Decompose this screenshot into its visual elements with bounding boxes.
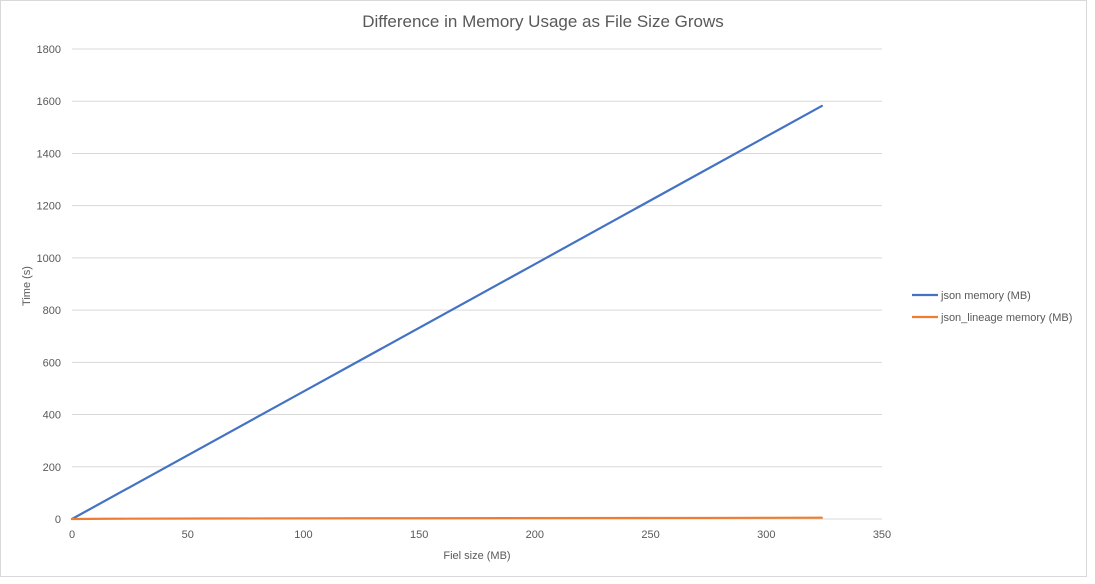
series-lines bbox=[70, 104, 823, 521]
y-axis-ticks: 0 200 400 600 800 1000 1200 1400 1600 1800 bbox=[37, 44, 61, 526]
y-tick-label: 1400 bbox=[37, 148, 61, 160]
y-axis-title: Time (s) bbox=[21, 266, 33, 306]
y-tick-label: 1000 bbox=[37, 253, 61, 265]
y-tick-label: 1200 bbox=[37, 201, 61, 213]
x-tick-label: 250 bbox=[641, 529, 659, 541]
y-tick-label: 600 bbox=[43, 357, 61, 369]
y-tick-label: 1800 bbox=[37, 44, 61, 56]
x-tick-label: 150 bbox=[410, 529, 428, 541]
chart-title: Difference in Memory Usage as File Size … bbox=[362, 12, 724, 31]
series-line-1 bbox=[70, 516, 823, 521]
x-axis-title: Fiel size (MB) bbox=[443, 550, 510, 562]
x-tick-label: 0 bbox=[69, 529, 75, 541]
y-tick-label: 1600 bbox=[37, 96, 61, 108]
gridlines bbox=[72, 48, 882, 520]
x-tick-label: 200 bbox=[526, 529, 544, 541]
legend-label: json_lineage memory (MB) bbox=[940, 312, 1072, 324]
x-tick-label: 50 bbox=[182, 529, 194, 541]
legend-label: json memory (MB) bbox=[940, 290, 1031, 302]
legend: json memory (MB) json_lineage memory (MB) bbox=[912, 290, 1072, 324]
y-tick-label: 800 bbox=[43, 305, 61, 317]
x-tick-label: 300 bbox=[757, 529, 775, 541]
x-tick-label: 100 bbox=[294, 529, 312, 541]
x-tick-label: 350 bbox=[873, 529, 891, 541]
y-tick-label: 0 bbox=[55, 514, 61, 526]
x-axis-ticks: 0 50 100 150 200 250 300 350 bbox=[69, 529, 891, 541]
y-tick-label: 200 bbox=[43, 462, 61, 474]
series-line-0 bbox=[70, 104, 823, 521]
y-tick-label: 400 bbox=[43, 410, 61, 422]
